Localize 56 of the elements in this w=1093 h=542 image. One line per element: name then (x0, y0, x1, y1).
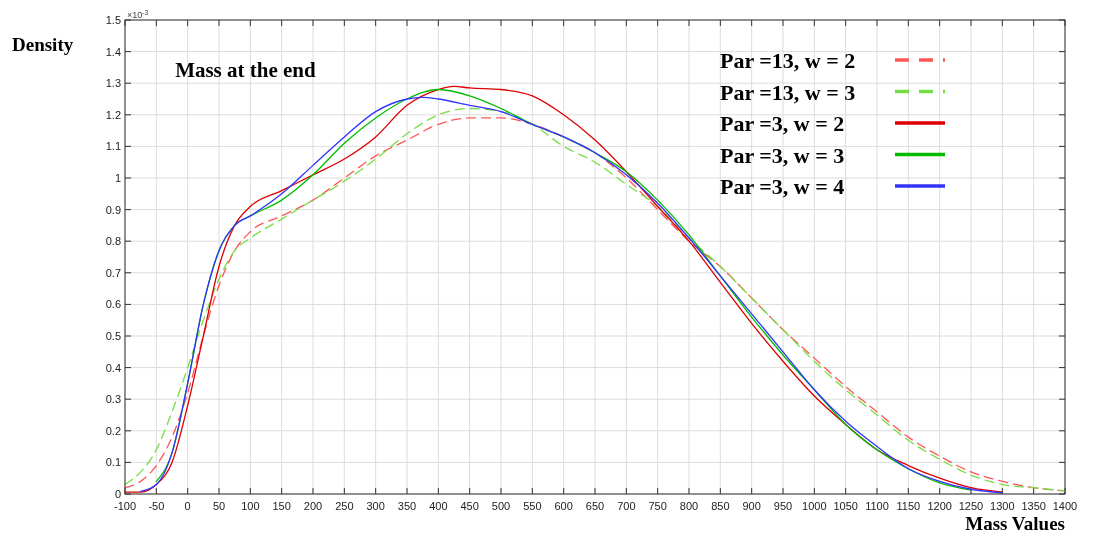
x-tick-label: 700 (617, 500, 636, 512)
legend-label: Par =13, w = 2 (720, 48, 856, 73)
y-axis-title: Density (12, 34, 74, 55)
y-tick-label: 0.9 (105, 203, 121, 216)
x-tick-label: 400 (429, 500, 448, 512)
x-tick-label: 600 (554, 500, 573, 512)
y-tick-label: 0.6 (105, 298, 121, 311)
x-tick-label: 300 (366, 500, 385, 512)
x-tick-label: -100 (113, 500, 137, 512)
text: Mass at the end (175, 58, 317, 82)
x-tick-label: 800 (679, 500, 699, 512)
y-tick-label: 0.4 (105, 361, 121, 374)
x-tick-label: 1150 (896, 500, 921, 512)
x-tick-label: 1300 (990, 500, 1015, 512)
y-tick-label: 0.3 (105, 393, 121, 406)
x-tick-label: 1250 (958, 500, 984, 512)
legend-label: Par =3, w = 3 (720, 142, 845, 168)
x-tick-label: 500 (491, 500, 511, 512)
y-tick-label: 0.7 (105, 266, 121, 279)
x-axis-title: Mass Values (965, 513, 1065, 534)
x-tick-label: 200 (303, 500, 323, 512)
x-tick-label: 150 (272, 500, 291, 512)
x-tick-label: -50 (148, 500, 165, 512)
y-tick-label: 1.2 (105, 108, 121, 121)
legend-label: Par =3, w = 2 (720, 111, 845, 136)
x-tick-label: 50 (212, 500, 226, 512)
legend-label: Par =3, w = 4 (720, 174, 845, 199)
y-tick-label: 1.5 (105, 14, 121, 26)
x-tick-label: 350 (397, 500, 417, 512)
y-tick-label: 1.3 (105, 77, 121, 90)
x-tick-label: 1000 (802, 500, 827, 512)
x-tick-label: 1350 (1021, 500, 1046, 512)
y-tick-label: 0.1 (105, 456, 121, 469)
y-tick-label: 0.8 (105, 235, 121, 248)
annotation: ×10$^{-3}$ (127, 8, 149, 20)
x-tick-label: 0 (184, 500, 191, 512)
x-tick-label: 950 (773, 500, 793, 512)
x-tick-label: 900 (742, 500, 761, 512)
x-tick-label: 450 (460, 500, 479, 512)
x-tick-label: 1100 (865, 500, 889, 512)
legend-label: Par =13, w = 3 (720, 79, 856, 105)
x-tick-label: 850 (711, 500, 730, 512)
x-tick-label: 650 (585, 500, 605, 512)
y-tick-label: 1.4 (105, 45, 121, 58)
y-tick-label: 0.5 (105, 330, 121, 342)
y-tick-label: 0 (114, 488, 121, 500)
x-tick-label: 550 (523, 500, 542, 512)
y-tick-label: 0.2 (105, 424, 121, 437)
y-tick-label: 1 (114, 172, 121, 184)
y-tick-label: 1.1 (105, 140, 121, 153)
x-tick-label: 1200 (927, 500, 952, 512)
x-tick-label: 100 (241, 500, 260, 512)
x-tick-label: 250 (335, 500, 354, 512)
x-tick-label: 1050 (833, 500, 858, 512)
x-tick-label: 1400 (1052, 500, 1078, 512)
x-tick-label: 750 (648, 500, 667, 512)
